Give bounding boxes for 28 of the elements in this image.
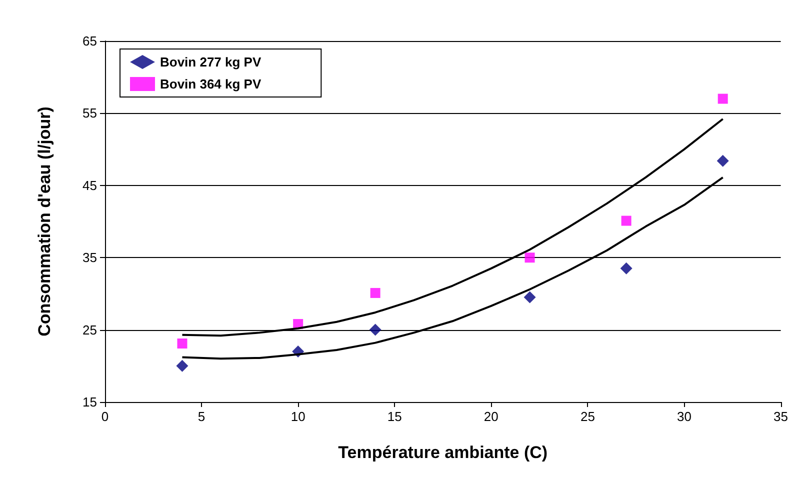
y-axis-title: Consommation d'eau (l/jour) (35, 106, 54, 336)
x-axis-title: Température ambiante (C) (338, 443, 548, 462)
legend-label: Bovin 277 kg PV (160, 54, 262, 70)
y-tick-label: 65 (82, 34, 97, 48)
point (621, 216, 632, 226)
point (369, 324, 382, 336)
y-tick-label: 55 (82, 106, 97, 121)
point (524, 291, 536, 304)
x-tick-label: 30 (676, 409, 692, 424)
x-tick-label: 35 (774, 409, 788, 424)
x-tick-label: 0 (101, 409, 109, 424)
point (718, 94, 728, 104)
y-tick-label: 35 (82, 250, 97, 266)
y-tick-label: 15 (82, 394, 97, 410)
point (524, 252, 535, 263)
point (620, 262, 632, 274)
y-tick-label: 25 (82, 322, 97, 338)
x-tick-label: 10 (290, 409, 306, 424)
x-tick-label: 15 (387, 409, 402, 424)
y-tick-label: 45 (82, 178, 97, 193)
x-tick-label: 20 (484, 409, 498, 424)
point (177, 338, 188, 349)
legend-label: Bovin 364 kg PV (160, 76, 262, 92)
x-tick-label: 25 (580, 409, 595, 424)
point (716, 154, 729, 167)
point (370, 288, 380, 298)
x-tick-label: 5 (198, 409, 206, 424)
point (176, 360, 188, 372)
